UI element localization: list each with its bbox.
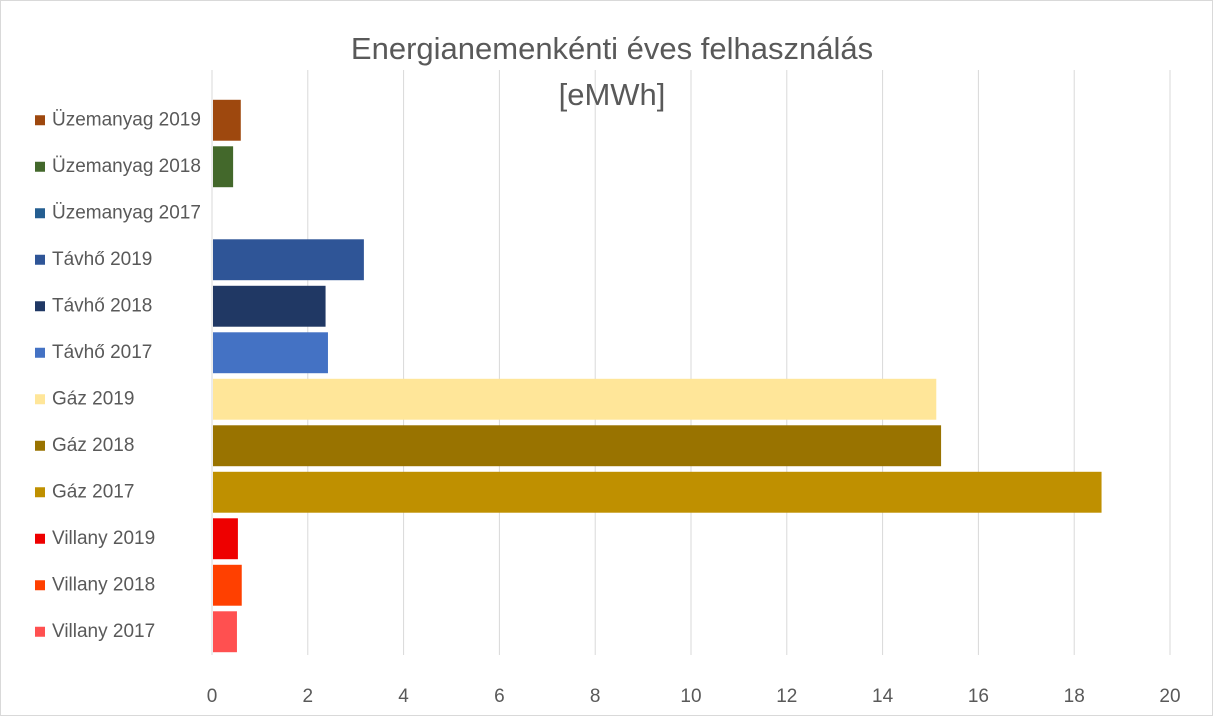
bar (213, 564, 242, 606)
x-tick-label: 2 (303, 686, 314, 707)
x-tick-label: 12 (776, 686, 797, 707)
x-tick-label: 14 (872, 686, 894, 707)
y-tick-label: Üzemanyag 2017 (52, 202, 201, 223)
bar (213, 471, 1102, 513)
y-tick-label: Gáz 2019 (52, 388, 134, 409)
legend-swatch (35, 487, 45, 498)
y-tick-label: Távhő 2019 (52, 249, 152, 270)
y-tick-label: Üzemanyag 2018 (52, 156, 201, 177)
y-tick-label: Villany 2017 (52, 621, 155, 642)
legend-swatch (35, 440, 45, 451)
y-tick-label: Villany 2018 (52, 574, 155, 595)
legend-swatch (35, 580, 45, 591)
x-tick-label: 16 (968, 686, 989, 707)
x-tick-label: 6 (494, 686, 505, 707)
y-tick-label: Gáz 2017 (52, 481, 134, 502)
legend-swatch (35, 394, 45, 405)
bar (213, 99, 241, 141)
bar (213, 239, 364, 281)
y-tick-label: Villany 2019 (52, 528, 155, 549)
y-tick-label: Távhő 2017 (52, 342, 152, 363)
bar (213, 518, 238, 560)
legend-swatch (35, 115, 45, 126)
legend-swatch (35, 347, 45, 358)
y-tick-label: Gáz 2018 (52, 435, 134, 456)
bar (213, 378, 937, 420)
x-tick-label: 0 (207, 686, 218, 707)
x-tick-label: 20 (1159, 686, 1180, 707)
legend-swatch (35, 301, 45, 312)
x-tick-label: 18 (1064, 686, 1085, 707)
bar (213, 146, 234, 188)
legend-swatch (35, 208, 45, 219)
x-tick-label: 4 (398, 686, 409, 707)
x-tick-label: 10 (680, 686, 701, 707)
chart-title: Energianemenkénti éves felhasználás [eMW… (350, 31, 874, 112)
bar (213, 285, 326, 327)
x-tick-label: 8 (590, 686, 601, 707)
bar (213, 332, 328, 374)
legend-swatch (35, 533, 45, 544)
legend-swatch (35, 254, 45, 265)
legend-swatch (35, 626, 45, 637)
y-tick-label: Üzemanyag 2019 (52, 109, 201, 130)
bar (213, 611, 237, 653)
y-tick-label: Távhő 2018 (52, 295, 152, 316)
legend-swatch (35, 161, 45, 172)
bar (213, 425, 942, 467)
